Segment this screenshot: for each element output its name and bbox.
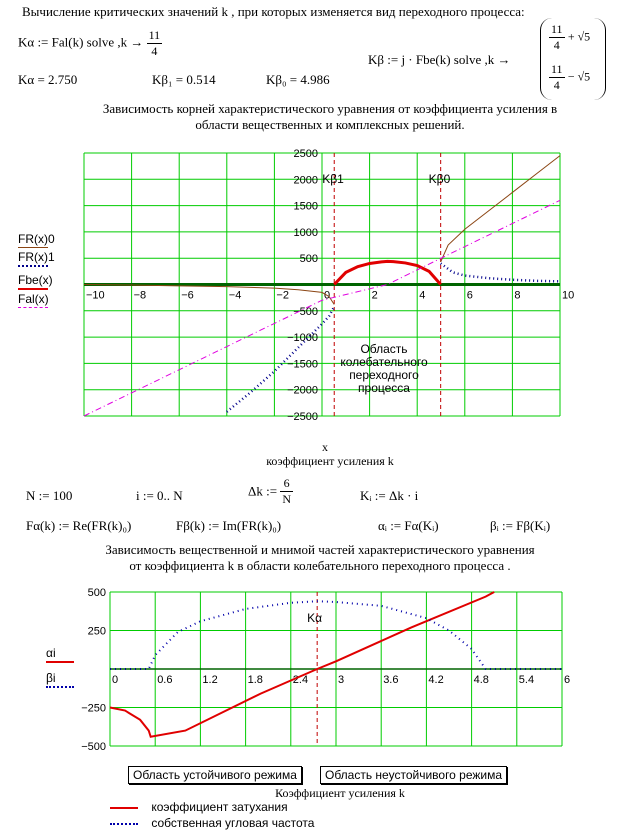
x-tick-label: 2 — [372, 290, 378, 302]
y-tick-label: −1500 — [287, 358, 318, 370]
x-tick-label: −2 — [276, 290, 289, 302]
annotation-line: колебательного — [340, 355, 428, 369]
x-tick-label: 0.6 — [157, 674, 172, 686]
chart-roots: −10 −8 −6 −4 −2 0 2 4 6 8 10−2500−2000−1500−1000−5… — [83, 148, 574, 423]
legend-fr1: FR(x)1 — [18, 250, 58, 267]
chart1-title-line2: области вещественных и комплексных решен… — [195, 117, 465, 132]
chart1-xlabel: коэффициент усиления k — [266, 454, 394, 468]
def-falpha: Fα(k) := Re(FR(k)₀) — [26, 518, 132, 533]
def-n: N := 100 — [26, 488, 73, 503]
k-beta-expr: Kβ := j · Fbe(k) solve ,k → — [368, 52, 511, 67]
x-tick-label: −8 — [134, 290, 147, 302]
y-tick-label: 1500 — [294, 201, 318, 213]
x-tick-label: −6 — [181, 290, 194, 302]
k-beta1-value: Kβ₁ = 0.514 — [152, 72, 216, 87]
def-k: Kᵢ := Δk · i — [360, 488, 419, 503]
legend-beta: βi — [46, 671, 74, 688]
x-tick-label: 0 — [112, 674, 118, 686]
x-tick-label: 1.2 — [202, 674, 217, 686]
y-tick-label: 500 — [300, 253, 318, 265]
chart-alpha-beta: 0 0.6 1.2 1.8 2.4 3 3.6 4.2 4.8 5.4 6−500−25025050… — [81, 587, 570, 753]
vline-label: Kα — [307, 611, 322, 625]
vline-label: Kβ0 — [429, 172, 451, 186]
chart1-xlabel-var: x — [322, 440, 328, 454]
k-alpha-result-fraction: 11 4 — [146, 28, 163, 59]
def-i: i := 0.. N — [136, 488, 183, 503]
x-tick-label: 1.8 — [248, 674, 263, 686]
region-unstable-label: Область неустойчивого режима — [320, 766, 508, 784]
k-alpha-solve: Kα := Fal(k) solve ,k → 11 4 — [18, 28, 163, 59]
x-tick-label: 3.6 — [383, 674, 398, 686]
y-tick-label: −2500 — [287, 411, 318, 423]
series-frx0 — [440, 155, 561, 263]
legend-fal: Fal(x) — [18, 292, 49, 308]
y-tick-label: −500 — [81, 741, 106, 753]
annotation-line: переходного — [349, 368, 419, 382]
legend-fr0: FR(x)0 — [18, 232, 55, 248]
series-frx1 — [439, 262, 561, 283]
series-fbex — [333, 259, 442, 286]
y-tick-label: 2000 — [294, 174, 318, 186]
k-alpha-expr: Kα := Fal(k) solve ,k → — [18, 34, 144, 50]
x-tick-label: 4 — [419, 290, 425, 302]
k-alpha-den: 4 — [151, 44, 158, 58]
x-tick-label: 3 — [338, 674, 344, 686]
region-stable-label: Область устойчивого режима — [128, 766, 302, 784]
k-beta-matrix: 11 4 + √5 11 4 − √5 — [540, 18, 606, 100]
y-tick-label: 2500 — [294, 148, 318, 160]
y-tick-label: 500 — [88, 587, 106, 599]
series-frx1 — [226, 305, 336, 413]
k-alpha-value: Kα = 2.750 — [18, 72, 78, 87]
y-tick-label: −500 — [293, 306, 318, 318]
annotation-line: Область — [360, 342, 407, 356]
chart1-title-line1: Зависимость корней характеристического у… — [102, 101, 558, 116]
x-tick-label: 6 — [467, 290, 473, 302]
k-beta-row1: 11 4 + √5 — [549, 22, 591, 52]
y-tick-label: −2000 — [287, 385, 318, 397]
def-beta: βᵢ := Fβ(Kᵢ) — [490, 518, 551, 533]
k-beta0-value: Kβ₀ = 4.986 — [266, 72, 330, 87]
y-tick-label: 1000 — [294, 227, 318, 239]
y-tick-label: −1000 — [287, 332, 318, 344]
k-beta-row2: 11 4 − √5 — [549, 62, 591, 92]
legend-fbe: Fbe(x) — [18, 273, 58, 290]
chart2-title-line2: от коэффициента k в области колебательно… — [129, 558, 511, 573]
legend-alpha: αi — [46, 646, 74, 663]
x-tick-label: −10 — [86, 290, 105, 302]
chart2-legend: αi βi — [46, 646, 74, 688]
bottom-legend: коэффициент затухания собственная углова… — [110, 800, 314, 832]
series-beta — [110, 600, 562, 670]
y-tick-label: −250 — [81, 703, 106, 715]
series-alpha — [109, 591, 495, 738]
annotation-line: процесса — [358, 381, 410, 395]
def-alpha: αᵢ := Fα(Kᵢ) — [378, 518, 439, 533]
chart2-title-line1: Зависимость вещественной и мнимой частей… — [105, 542, 535, 557]
series-frx0 — [83, 284, 335, 305]
chart2-xlabel: Коэффициент усиления k — [275, 786, 405, 800]
header-title: Вычисление критических значений k , при … — [22, 4, 525, 19]
vline-label: Kβ1 — [322, 172, 344, 186]
k-beta-solve: Kβ := j · Fbe(k) solve ,k → — [368, 52, 511, 68]
legend-damping: коэффициент затухания — [110, 800, 314, 816]
chart1-legend: FR(x)0 FR(x)1 Fbe(x) Fal(x) — [18, 232, 58, 308]
x-tick-label: 4.8 — [474, 674, 489, 686]
x-tick-label: 6 — [564, 674, 570, 686]
x-tick-label: −4 — [229, 290, 242, 302]
y-tick-label: 250 — [88, 626, 106, 638]
def-fbeta: Fβ(k) := Im(FR(k)₀) — [176, 518, 282, 533]
k-alpha-num: 11 — [146, 28, 163, 44]
x-tick-label: 4.2 — [428, 674, 443, 686]
x-tick-label: 10 — [562, 290, 574, 302]
x-tick-label: 8 — [514, 290, 520, 302]
x-tick-label: 5.4 — [519, 674, 534, 686]
legend-frequency: собственная угловая частота — [110, 816, 314, 832]
